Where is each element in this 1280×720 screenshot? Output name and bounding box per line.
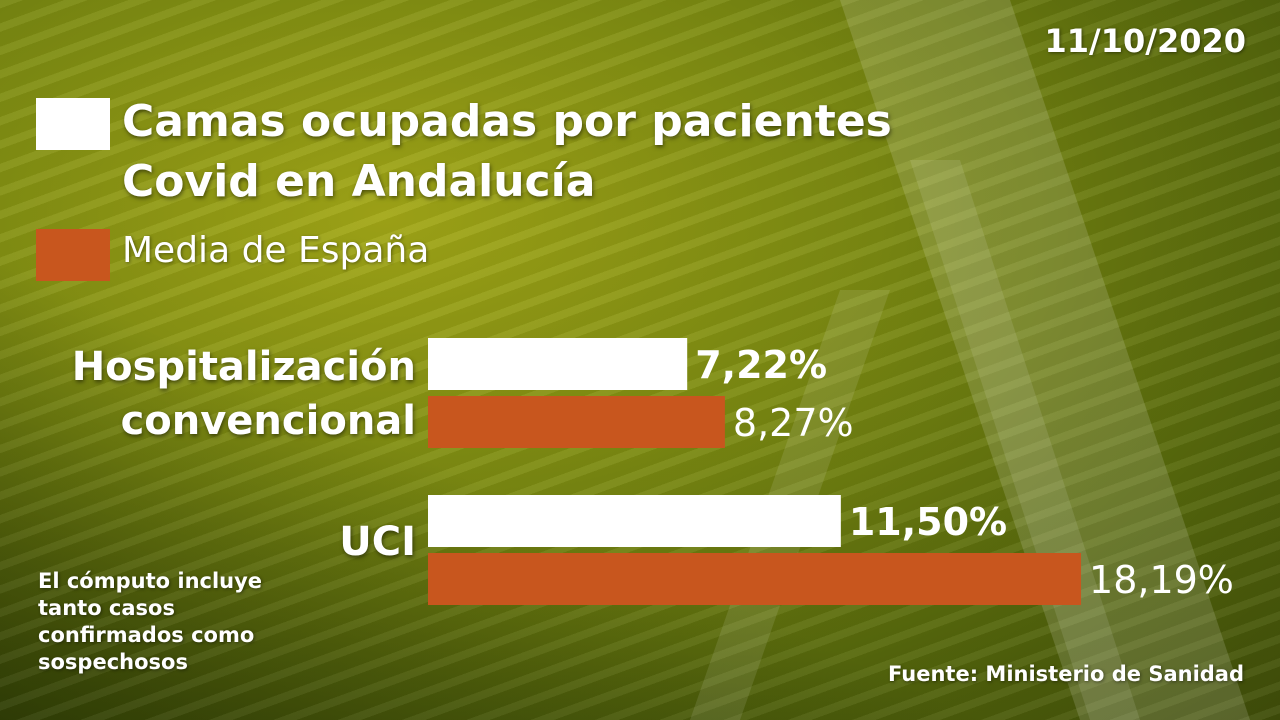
value-label-uci-espana: 18,19%	[1089, 558, 1234, 602]
date-label: 11/10/2020	[1044, 22, 1247, 60]
category-label-hospitalizacion: Hospitalización convencional	[16, 340, 416, 448]
legend-label-espana: Media de España	[122, 230, 430, 271]
legend-swatch-espana	[36, 229, 110, 281]
category-label-uci: UCI	[296, 515, 416, 569]
category-label-line: Hospitalización	[71, 344, 416, 390]
source-label: Fuente: Ministerio de Sanidad	[887, 662, 1244, 686]
category-label-line: convencional	[120, 398, 416, 444]
bar-hospitalizacion-andalucia	[428, 338, 688, 390]
bar-uci-espana	[428, 553, 1082, 605]
footnote: El cómputo incluye tanto casos confirmad…	[38, 569, 263, 674]
legend-label-andalucia: Camas ocupadas por pacientes Covid en An…	[122, 92, 1022, 212]
legend-label-line-1: Camas ocupadas por pacientes	[122, 96, 892, 147]
value-label-hospitalizacion-andalucia: 7,22%	[695, 343, 827, 387]
value-label-uci-andalucia: 11,50%	[849, 500, 1007, 544]
bar-hospitalizacion-espana	[428, 396, 725, 448]
legend-label-line-2: Covid en Andalucía	[122, 156, 596, 207]
legend-swatch-andalucia	[36, 98, 110, 150]
category-label-line: UCI	[339, 519, 416, 565]
value-label-hospitalizacion-espana: 8,27%	[733, 401, 854, 445]
bar-uci-andalucia	[428, 495, 841, 547]
